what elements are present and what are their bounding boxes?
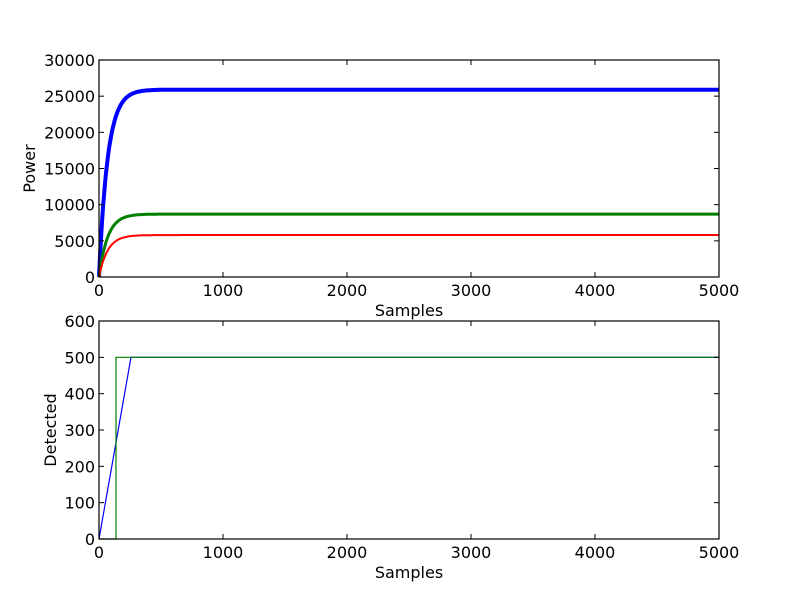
y-axis-label: Power [20,144,39,193]
series-line-blue [98,356,719,540]
x-tick-label: 5000 [699,543,740,562]
x-tick-label: 1000 [203,543,244,562]
x-axis-label: Samples [375,563,443,582]
y-tick-label: 30000 [44,51,95,70]
x-tick-label: 2000 [327,543,368,562]
axes-frame [98,320,720,540]
y-tick-label: 10000 [44,196,95,215]
y-tick-label: 300 [64,421,95,440]
x-tick-label: 4000 [575,543,616,562]
x-tick-label: 5000 [699,281,740,300]
series-group [98,356,719,540]
y-tick-label: 25000 [44,87,95,106]
y-tick-label: 20000 [44,123,95,142]
x-tick-label: 0 [94,281,104,300]
x-tick-label: 1000 [203,281,244,300]
y-tick-label: 5000 [54,232,95,251]
y-tick-label: 400 [64,385,95,404]
series-line-blue [97,87,719,278]
subplot-1: 0 1000 2000 3000 4000 5000 0 5000 10000 15000 2000… [20,51,739,320]
series-group [97,87,719,278]
series-line-green [97,212,719,278]
x-tick-label: 3000 [451,543,492,562]
y-tick-label: 100 [64,494,95,513]
y-tick-label: 600 [64,312,95,331]
y-tick-label: 200 [64,457,95,476]
y-axis-label: Detected [41,393,60,466]
series-line-red [98,234,719,278]
x-tick-label: 2000 [327,281,368,300]
y-tick-label: 0 [85,268,95,287]
x-tick-label: 0 [94,543,104,562]
subplot-2: 0 1000 2000 3000 4000 5000 0 100 200 300 400 500 600… [41,312,739,582]
series-line-green [99,356,719,540]
y-tick-label: 500 [64,348,95,367]
x-tick-label: 4000 [575,281,616,300]
y-tick-label: 0 [85,530,95,549]
y-tick-label: 15000 [44,160,95,179]
x-tick-label: 3000 [451,281,492,300]
axes-frame [98,59,720,278]
x-axis-label: Samples [375,301,443,320]
